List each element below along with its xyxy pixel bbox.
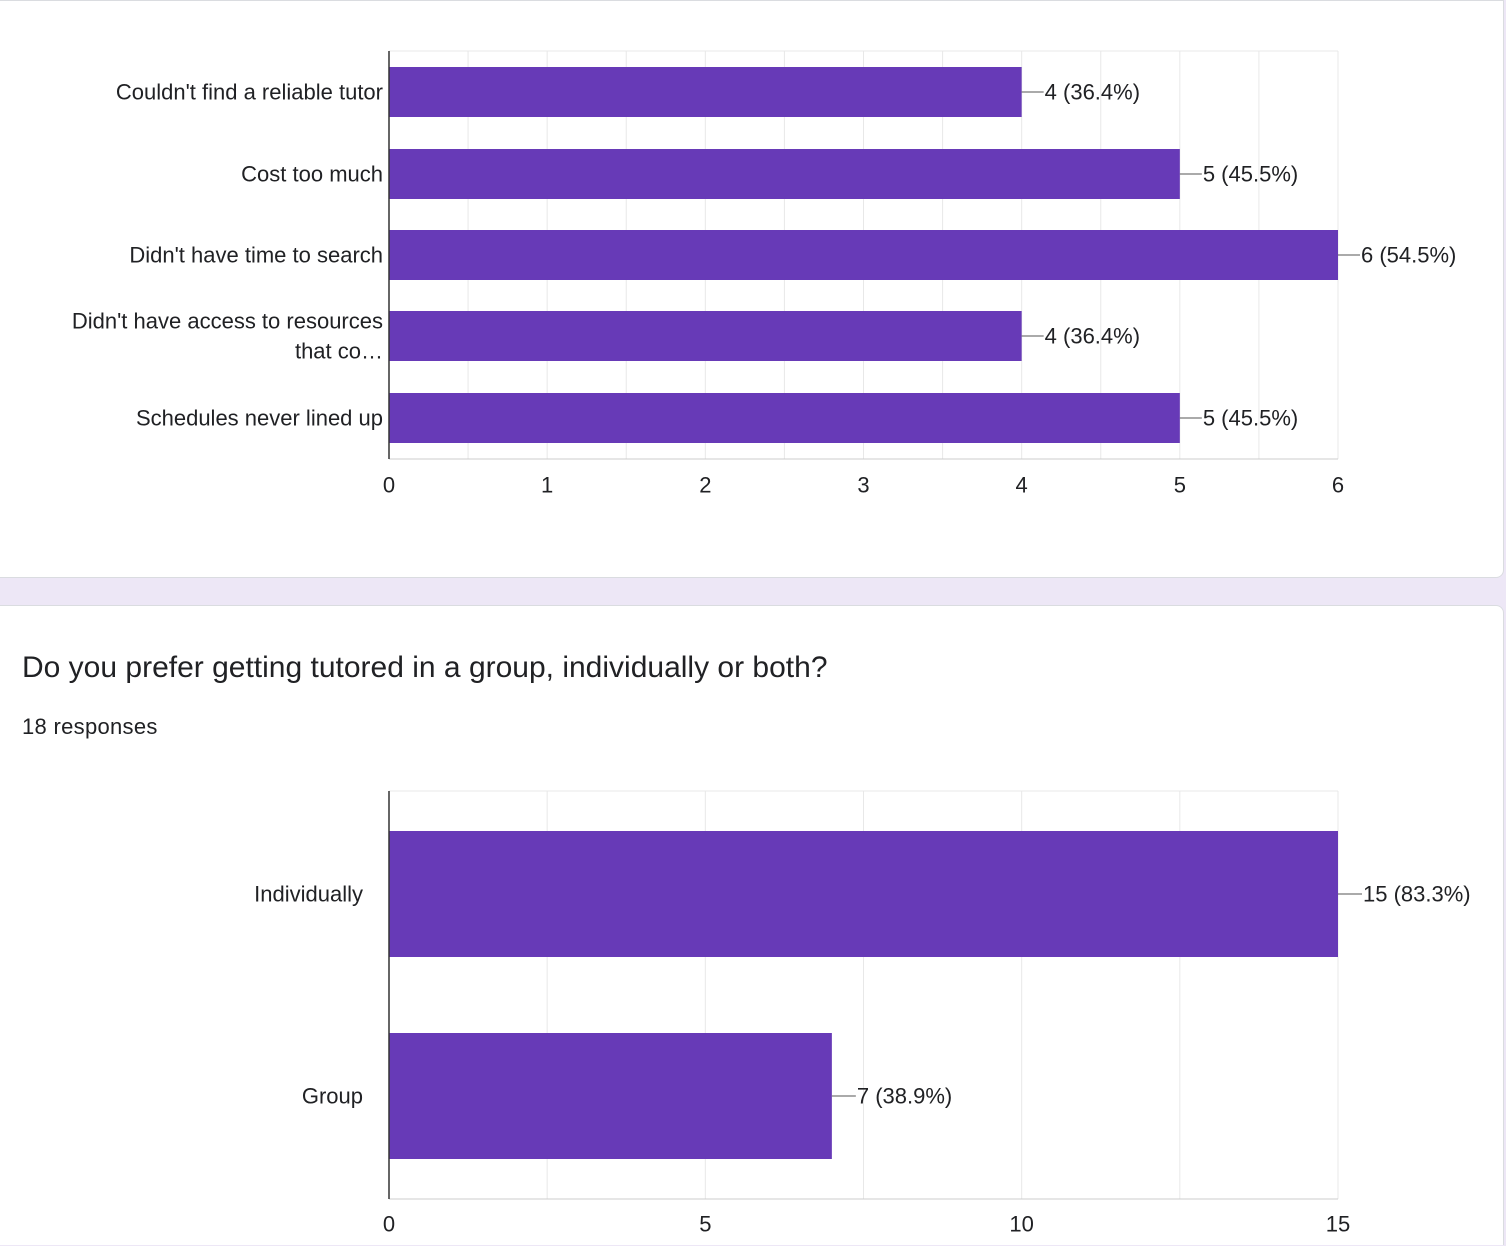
x-tick-label: 10 <box>1009 1212 1033 1237</box>
category-label: Group <box>302 1084 363 1109</box>
data-label: 5 (45.5%) <box>1203 406 1298 431</box>
bar <box>389 149 1180 199</box>
category-label: Didn't have time to search <box>129 243 383 268</box>
bars: 4 (36.4%) 5 (45.5%) 6 (54.5%) 4 (36.4%) 5 (4… <box>389 67 1456 443</box>
bar <box>389 831 1338 957</box>
question-card-preference: Do you prefer getting tutored in a group… <box>0 605 1504 1245</box>
category-label: Schedules never lined up <box>136 406 383 431</box>
bars: 15 (83.3%) 7 (38.9%) <box>389 831 1471 1159</box>
data-label: 15 (83.3%) <box>1363 882 1471 907</box>
question-card-reasons: 4 (36.4%) 5 (45.5%) 6 (54.5%) 4 (36.4%) 5 (4… <box>0 0 1504 578</box>
x-tick-label: 1 <box>541 473 553 498</box>
bar <box>389 311 1022 361</box>
bar <box>389 67 1022 117</box>
bar <box>389 1033 832 1159</box>
category-label: that co… <box>295 338 383 363</box>
x-tick-label: 5 <box>1174 473 1186 498</box>
x-tick-label: 4 <box>1016 473 1028 498</box>
x-tick-label: 2 <box>699 473 711 498</box>
data-label: 4 (36.4%) <box>1045 80 1140 105</box>
reasons-bar-chart: 4 (36.4%) 5 (45.5%) 6 (54.5%) 4 (36.4%) 5 (4… <box>72 50 1456 498</box>
data-label: 6 (54.5%) <box>1361 243 1456 268</box>
category-label: Didn't have access to resources <box>72 309 383 334</box>
x-tick-label: 6 <box>1332 473 1344 498</box>
bar <box>389 393 1180 443</box>
x-tick-label: 3 <box>857 473 869 498</box>
data-label: 5 (45.5%) <box>1203 162 1298 187</box>
bar <box>389 230 1338 280</box>
category-label: Couldn't find a reliable tutor <box>116 80 383 105</box>
x-tick-label: 0 <box>383 473 395 498</box>
question-title: Do you prefer getting tutored in a group… <box>22 651 828 684</box>
preference-bar-chart: 15 (83.3%) 7 (38.9%) Individually Group 0 5 10… <box>254 790 1471 1237</box>
data-label: 4 (36.4%) <box>1045 324 1140 349</box>
x-tick-label: 5 <box>699 1212 711 1237</box>
response-count: 18 responses <box>22 714 158 739</box>
x-tick-label: 0 <box>383 1212 395 1237</box>
category-label: Cost too much <box>241 162 383 187</box>
data-label: 7 (38.9%) <box>857 1084 952 1109</box>
category-label: Individually <box>254 882 363 907</box>
x-tick-label: 15 <box>1326 1212 1350 1237</box>
